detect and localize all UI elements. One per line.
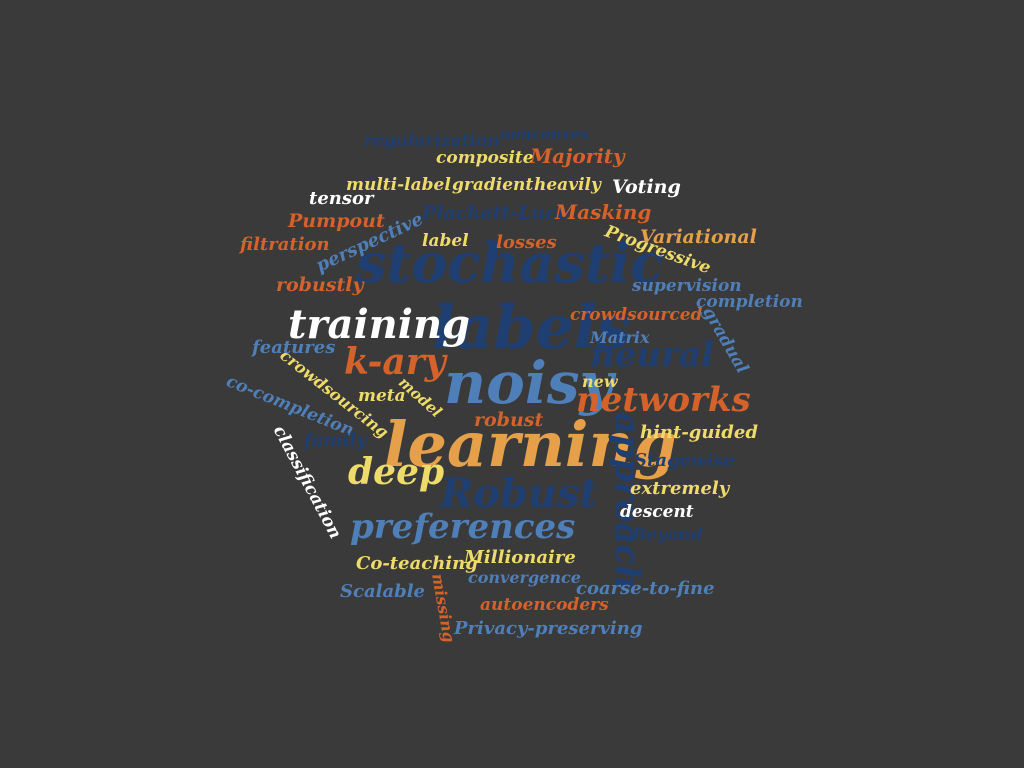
- word-regularization: regularization: [364, 131, 500, 151]
- word-stagewise: Stagewise: [634, 450, 735, 471]
- word-features: features: [252, 337, 336, 358]
- word-nonconvex: nonconvex: [500, 125, 590, 143]
- word-completion: completion: [696, 292, 803, 312]
- word-training: training: [288, 301, 470, 348]
- word-masking: Masking: [555, 200, 652, 224]
- word-variational: Variational: [640, 226, 757, 248]
- word-supervision: supervision: [632, 276, 742, 296]
- word-plackett-luce: Plackett-Luce: [422, 202, 569, 224]
- word-new: new: [582, 372, 618, 391]
- word-k-ary: k-ary: [344, 341, 446, 383]
- word-hint-guided: hint-guided: [640, 422, 758, 443]
- word-gradient: gradient: [452, 175, 534, 195]
- word-composite: composite: [436, 148, 534, 168]
- word-neural: neural: [590, 335, 714, 375]
- word-preferences: preferences: [350, 507, 576, 547]
- word-autoencoders: autoencoders: [480, 595, 609, 615]
- word-networks: networks: [576, 380, 751, 420]
- word-stochastic: stochastic: [356, 231, 664, 295]
- word-label: label: [422, 231, 469, 251]
- word-robust-capitalized: Robust: [440, 470, 598, 517]
- word-majority: Majority: [530, 144, 625, 168]
- word-robust: robust: [474, 409, 544, 431]
- word-filtration: filtration: [240, 234, 330, 255]
- word-matrix: Matrix: [590, 328, 650, 347]
- word-beyond: Beyond: [632, 525, 703, 545]
- word-deep: deep: [348, 451, 445, 493]
- word-privacy-preserving: Privacy-preserving: [454, 618, 643, 639]
- word-scalable: Scalable: [340, 581, 425, 602]
- word-tensor: tensor: [309, 188, 374, 209]
- word-heavily: heavily: [534, 175, 601, 195]
- word-coarse-to-fine: coarse-to-fine: [576, 578, 715, 599]
- word-voting: Voting: [612, 176, 681, 198]
- word-learning: learning: [384, 408, 677, 481]
- word-robustly: robustly: [276, 274, 364, 296]
- word-meta: meta: [358, 386, 406, 406]
- word-millionaire: Millionaire: [464, 547, 576, 568]
- word-noisy: noisy: [444, 349, 614, 417]
- word-descent: descent: [620, 502, 694, 522]
- word-extremely: extremely: [630, 478, 730, 499]
- word-co-teaching: Co-teaching: [356, 553, 478, 574]
- word-approach: approach: [606, 412, 647, 590]
- word-family: family: [304, 430, 367, 451]
- word-convergence: convergence: [468, 568, 581, 587]
- word-pumpout: Pumpout: [288, 210, 385, 232]
- word-losses: losses: [496, 232, 557, 253]
- word-missing: missing: [428, 571, 459, 644]
- word-labels: labels: [432, 293, 631, 363]
- word-multi-label: multi-label: [346, 175, 451, 195]
- word-crowdsourced: crowdsourced: [570, 305, 703, 325]
